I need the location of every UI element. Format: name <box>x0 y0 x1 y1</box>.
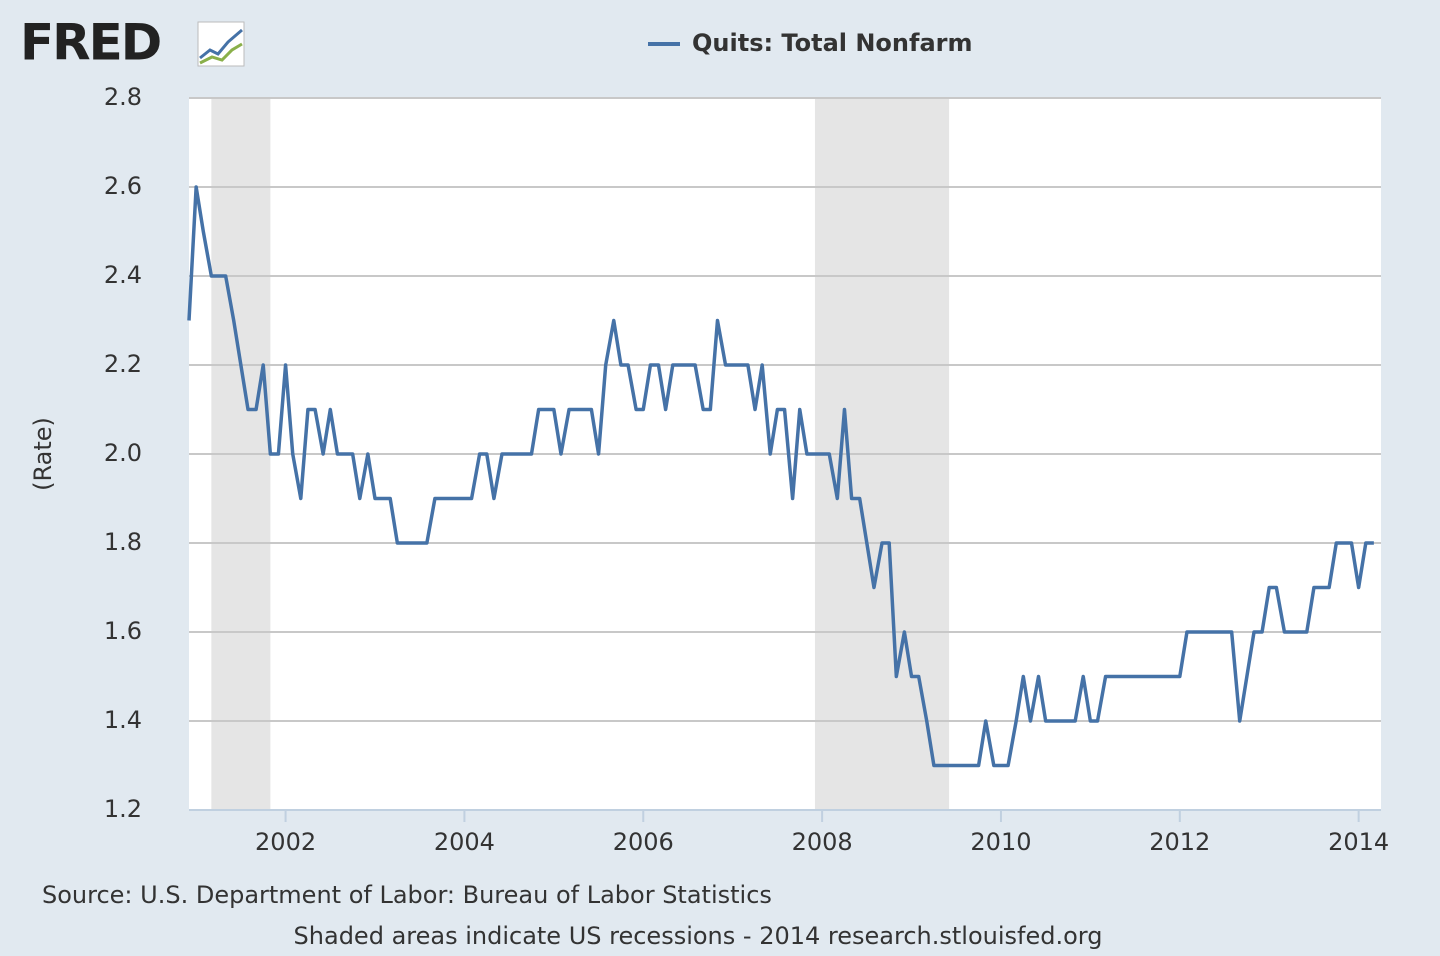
y-tick-label: 2.2 <box>104 350 142 378</box>
logo-line <box>199 42 243 65</box>
series-line <box>187 185 1374 768</box>
source: Source: U.S. Department of Labor: Bureau… <box>42 881 772 909</box>
y-tick-label: 2.0 <box>104 439 142 467</box>
logo-text: FRED <box>20 14 160 72</box>
note: Shaded areas indicate US recessions - 20… <box>294 922 1103 950</box>
x-tick-label: 2002 <box>255 828 316 856</box>
x-tick-label: 2008 <box>792 828 853 856</box>
y-tick-label: 1.6 <box>104 617 142 645</box>
x-tick-label: 2010 <box>970 828 1031 856</box>
x-tick-label: 2004 <box>434 828 495 856</box>
legend-label: Quits: Total Nonfarm <box>692 29 973 57</box>
y-tick-label: 2.8 <box>104 83 142 111</box>
y-tick-label: 2.6 <box>104 172 142 200</box>
y-tick-label: 1.8 <box>104 528 142 556</box>
y-tick-label: 2.4 <box>104 261 142 289</box>
y-axis-label: (Rate) <box>29 417 57 491</box>
y-tick-label: 1.4 <box>104 706 142 734</box>
logo-line <box>199 28 243 60</box>
x-tick-label: 2006 <box>613 828 674 856</box>
y-tick-label: 1.2 <box>104 795 142 823</box>
x-tick-label: 2012 <box>1149 828 1210 856</box>
logo: FRED <box>20 14 245 72</box>
x-tick-label: 2014 <box>1328 828 1389 856</box>
